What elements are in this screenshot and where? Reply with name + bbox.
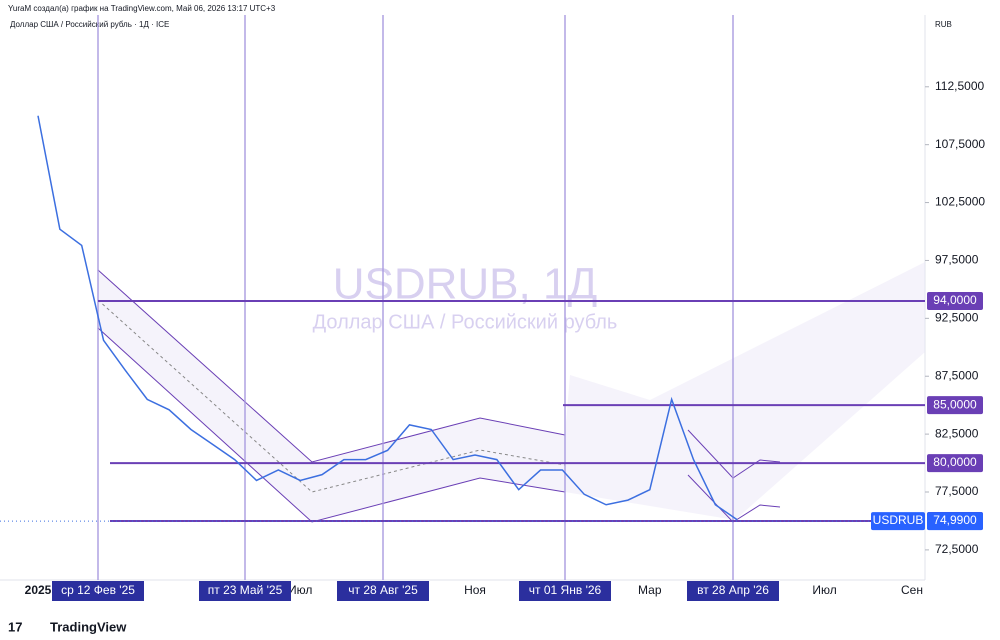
currency: RUB	[935, 20, 952, 29]
channel-bottom	[97, 327, 566, 523]
last-price-box	[927, 512, 983, 531]
level-label: 94,0000	[933, 293, 977, 307]
brand-logo: 17	[8, 619, 22, 634]
marker-label: пт 23 Май '25	[208, 583, 283, 597]
x-tick-label: Июл	[288, 583, 312, 597]
price-line	[37, 115, 738, 521]
marker-label: чт 01 Янв '26	[529, 583, 602, 597]
y-tick-label: 77,5000	[935, 484, 979, 498]
marker-label: чт 28 Авг '25	[348, 583, 418, 597]
marker-label-box	[52, 581, 144, 601]
brand: TradingView	[50, 619, 127, 634]
y-tick-label: 112,5000	[935, 79, 984, 93]
level-label: 85,0000	[933, 397, 977, 411]
channel-bottom	[687, 474, 781, 523]
marker-label: вт 28 Апр '26	[697, 583, 769, 597]
x-tick-label: Июл	[812, 583, 836, 597]
y-tick-label: 82,5000	[935, 426, 979, 440]
channel-mid	[97, 299, 566, 493]
x-tick-label: Мар	[638, 583, 662, 597]
marker-label-box	[199, 581, 291, 601]
symbol-label: USDRUB	[873, 513, 924, 527]
y-tick-label: 107,5000	[935, 137, 985, 151]
marker-label: ср 12 Фев '25	[61, 583, 135, 597]
marker-label-box	[519, 581, 611, 601]
level-label-box	[927, 396, 983, 415]
symbol-info: Доллар США / Российский рубль · 1Д · ICE	[10, 20, 169, 29]
y-tick-label: 97,5000	[935, 253, 979, 267]
symbol-box	[871, 512, 925, 531]
x-tick-label: 2025	[25, 583, 52, 597]
level-label: 80,0000	[933, 455, 977, 469]
y-tick-label: 87,5000	[935, 368, 979, 382]
credit: YuraM создал(а) график на TradingView.co…	[8, 4, 276, 13]
marker-label-box	[337, 581, 429, 601]
y-tick-label: 72,5000	[935, 542, 979, 556]
y-tick-label: 102,5000	[935, 195, 985, 209]
x-tick-label: Сен	[901, 583, 923, 597]
marker-label-box	[687, 581, 779, 601]
channel-fill	[98, 262, 925, 522]
level-label-box	[927, 454, 983, 473]
trend-channels	[97, 262, 925, 523]
y-tick-label: 92,5000	[935, 311, 979, 325]
channel-top	[687, 429, 781, 479]
level-label-box	[927, 291, 983, 310]
watermark-subtitle: Доллар США / Российский рубль	[313, 311, 618, 333]
x-tick-label: Ноя	[464, 583, 486, 597]
last-price-label: 74,9900	[933, 513, 977, 527]
